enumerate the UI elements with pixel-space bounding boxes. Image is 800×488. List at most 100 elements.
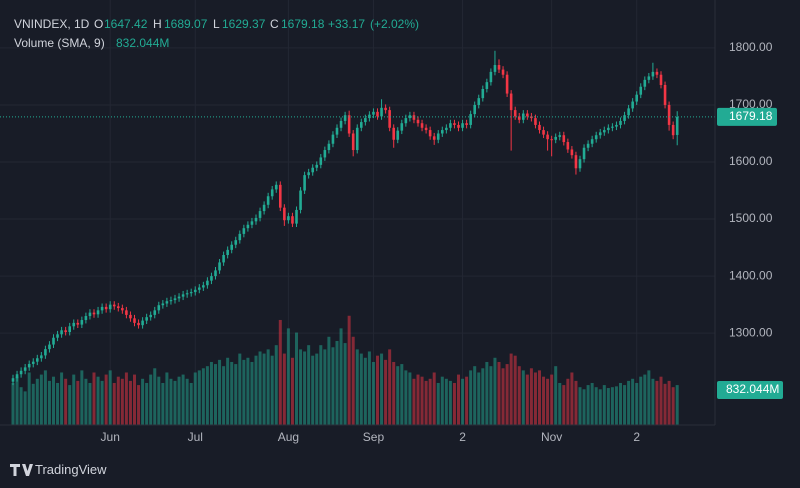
candle-body bbox=[449, 123, 452, 128]
y-tick-label: 1300.00 bbox=[729, 325, 773, 339]
candle-body bbox=[651, 71, 655, 77]
candle-body bbox=[347, 115, 351, 134]
candle-body bbox=[133, 318, 136, 323]
volume-bar bbox=[96, 376, 100, 425]
ohlc-letter: H bbox=[153, 17, 162, 31]
candle-body bbox=[173, 298, 177, 301]
volume-bar bbox=[72, 374, 76, 425]
candle-body bbox=[505, 74, 509, 94]
axes: 1300.00 1400.00 1500.00 1600.00 1700.00 1800.… bbox=[101, 40, 783, 444]
volume-bar bbox=[19, 387, 23, 425]
brand: TradingView bbox=[10, 462, 107, 477]
volume-bar bbox=[404, 370, 408, 425]
volume-bar bbox=[282, 353, 286, 425]
volume-bar bbox=[355, 349, 359, 425]
change-pct: (+2.02%) bbox=[370, 17, 419, 31]
candle-body bbox=[339, 120, 343, 128]
candle-body bbox=[420, 123, 424, 128]
candle-body bbox=[477, 98, 481, 105]
candle-body bbox=[396, 130, 400, 140]
x-tick-label: Aug bbox=[278, 430, 299, 444]
volume-bar bbox=[509, 353, 513, 425]
volume-bar bbox=[521, 370, 525, 425]
volume-bar bbox=[412, 378, 416, 425]
volume-bar bbox=[303, 351, 307, 425]
candle-body bbox=[441, 130, 444, 134]
candle-body bbox=[351, 133, 355, 151]
candle-body bbox=[242, 228, 246, 234]
volume-bar bbox=[501, 368, 505, 425]
volume-bar bbox=[663, 383, 667, 425]
volume-bar bbox=[39, 374, 43, 425]
volume-bar bbox=[428, 378, 432, 425]
candle-body bbox=[655, 71, 659, 75]
last-price-label: 1679.18 bbox=[729, 109, 773, 123]
volume-bar bbox=[286, 328, 290, 425]
volume-bar bbox=[226, 357, 230, 425]
candle-body bbox=[218, 262, 221, 271]
candle-body bbox=[145, 317, 148, 321]
volume-bar bbox=[278, 319, 282, 425]
candle-body bbox=[210, 276, 213, 281]
volume-bar bbox=[68, 385, 72, 425]
candle-body bbox=[513, 110, 517, 117]
volume-bar bbox=[376, 355, 379, 425]
volume-bar bbox=[448, 380, 452, 425]
volume-bar bbox=[513, 355, 517, 425]
volume-bar bbox=[489, 366, 493, 425]
volume-bar bbox=[546, 378, 550, 425]
volume-bar bbox=[104, 374, 108, 425]
volume-bar bbox=[181, 374, 185, 425]
volume-bar bbox=[76, 380, 80, 425]
volume-bar bbox=[558, 382, 562, 425]
candle-body bbox=[214, 270, 217, 277]
volume-sma-box bbox=[717, 381, 783, 400]
candle-body bbox=[643, 79, 647, 87]
candle-body bbox=[222, 255, 225, 263]
candle-body bbox=[534, 118, 537, 125]
candle-body bbox=[327, 143, 331, 151]
y-tick-label: 1400.00 bbox=[729, 268, 773, 282]
volume-bar bbox=[347, 315, 351, 425]
candle-body bbox=[522, 113, 525, 120]
candle-body bbox=[355, 127, 359, 151]
candle-body bbox=[639, 86, 643, 95]
volume-bar bbox=[120, 378, 124, 425]
candle-body bbox=[23, 367, 27, 371]
volume-bar bbox=[169, 378, 173, 425]
volume-bar bbox=[461, 378, 465, 425]
ohlc-letter: O bbox=[94, 17, 103, 31]
candle-body bbox=[428, 130, 432, 137]
candle-body bbox=[307, 172, 310, 176]
candle-body bbox=[80, 320, 84, 325]
volume-bar bbox=[112, 382, 116, 425]
candle-body bbox=[497, 65, 501, 70]
volume-bar bbox=[619, 382, 622, 425]
volume-bar bbox=[315, 353, 319, 425]
candle-body bbox=[202, 285, 205, 288]
candle-body bbox=[388, 110, 391, 128]
volume-bar bbox=[209, 361, 213, 425]
candle-body bbox=[206, 280, 209, 286]
volume-bar bbox=[274, 345, 278, 425]
volume-bar bbox=[339, 328, 343, 425]
volume-bar bbox=[185, 378, 189, 425]
candle-body bbox=[432, 136, 436, 140]
candle-body bbox=[611, 126, 614, 128]
volume-bar bbox=[639, 376, 643, 425]
candle-body bbox=[319, 157, 323, 165]
volume-bar bbox=[363, 357, 367, 425]
volume-bar bbox=[242, 359, 246, 425]
candle-body bbox=[603, 130, 606, 133]
volume-bar bbox=[465, 376, 469, 425]
volume-bar bbox=[238, 353, 242, 425]
volume-bar bbox=[137, 385, 141, 425]
candle-body bbox=[56, 334, 59, 338]
volume-bar bbox=[161, 382, 165, 425]
ohlc-letter: L bbox=[213, 17, 220, 31]
candle-body bbox=[485, 82, 489, 89]
volume-bar bbox=[550, 374, 554, 425]
close-value: 1679.18 bbox=[281, 17, 325, 31]
candle-body bbox=[384, 107, 387, 111]
volume-bar bbox=[250, 361, 254, 425]
